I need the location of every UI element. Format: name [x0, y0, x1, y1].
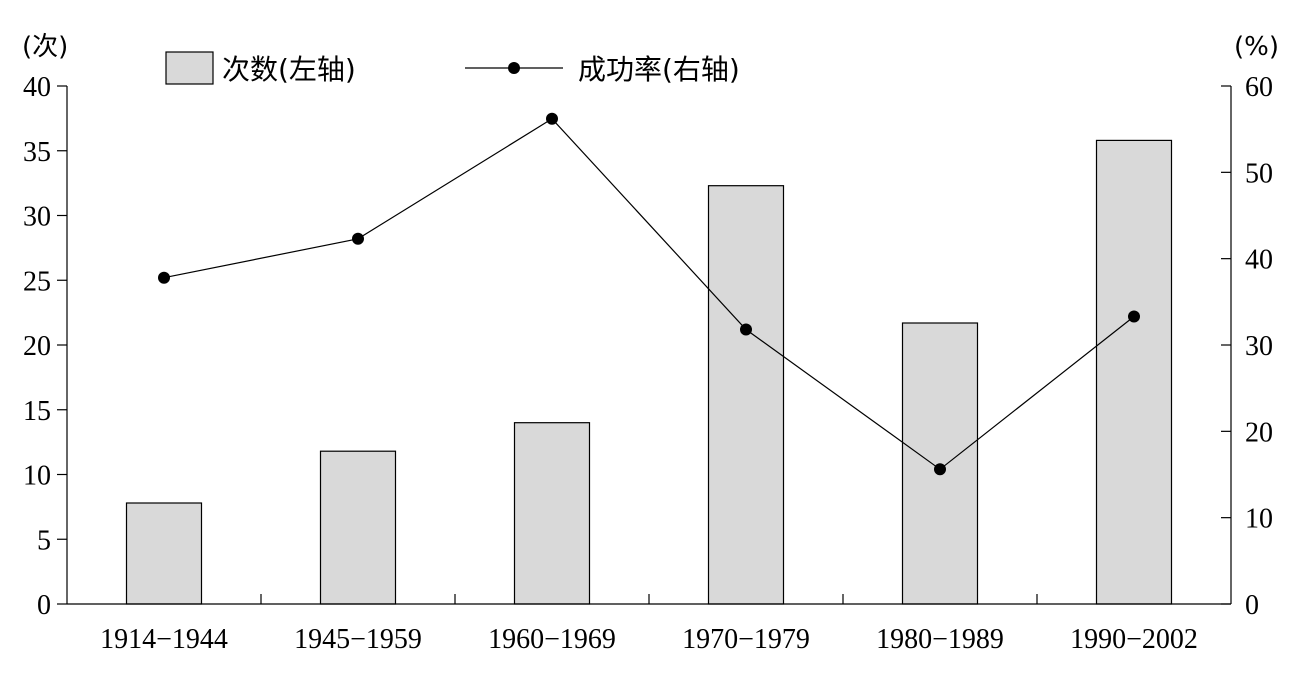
bar-0	[125, 502, 203, 605]
right-tick-label: 0	[1245, 590, 1259, 621]
line-point-2	[546, 112, 558, 125]
x-tick-label: 1970−1979	[682, 624, 810, 655]
left-tick-label: 15	[23, 396, 51, 427]
legend-bar-label: 次数(左轴)	[222, 53, 356, 86]
left-tick-label: 0	[37, 590, 51, 621]
left-tick-label: 35	[23, 137, 51, 168]
legend-line-marker	[508, 62, 520, 74]
x-tick-label: 1945−1959	[294, 624, 422, 655]
success-rate-line	[163, 118, 1135, 471]
right-tick-label: 40	[1245, 245, 1273, 276]
right-tick-label: 30	[1245, 331, 1273, 362]
left-axis-unit: (次)	[22, 32, 68, 62]
axes-layer	[66, 86, 1232, 605]
line-point-1	[352, 232, 364, 245]
x-tick-label: 1980−1989	[876, 624, 1004, 655]
left-tick-label: 5	[37, 525, 51, 556]
x-axis-ticks: 1914−1944 1945−1959 1960−1969 1970−1979 1980…	[100, 594, 1198, 655]
legend-line-label: 成功率(右轴)	[578, 53, 740, 86]
right-tick-label: 20	[1245, 417, 1273, 448]
x-tick-label: 1990−2002	[1070, 624, 1198, 655]
line-point-3	[740, 323, 752, 336]
left-tick-label: 40	[23, 72, 51, 103]
bar-5	[1095, 139, 1173, 605]
bar-2	[513, 422, 591, 605]
line-point-5	[1128, 310, 1140, 323]
right-tick-label: 50	[1245, 158, 1273, 189]
line-point-4	[934, 463, 946, 476]
x-tick-label: 1914−1944	[100, 624, 228, 655]
left-axis-ticks: 0 5 10 15 20 25 30 35 40	[23, 72, 67, 621]
left-tick-label: 10	[23, 461, 51, 492]
right-tick-label: 10	[1245, 504, 1273, 535]
legend: 次数(左轴) 成功率(右轴)	[165, 51, 740, 86]
x-tick-label: 1960−1969	[488, 624, 616, 655]
bars-layer	[125, 139, 1173, 605]
left-tick-label: 25	[23, 266, 51, 297]
bar-3	[707, 185, 785, 605]
right-tick-label: 60	[1245, 72, 1273, 103]
legend-bar-swatch	[165, 51, 214, 85]
bar-1	[319, 450, 397, 605]
right-axis-ticks: 0 10 20 30 40 50 60	[1221, 72, 1273, 621]
left-tick-label: 20	[23, 331, 51, 362]
left-tick-label: 30	[23, 202, 51, 233]
right-axis-unit: (%)	[1234, 32, 1279, 62]
line-point-0	[158, 271, 170, 284]
line-layer	[158, 112, 1140, 476]
